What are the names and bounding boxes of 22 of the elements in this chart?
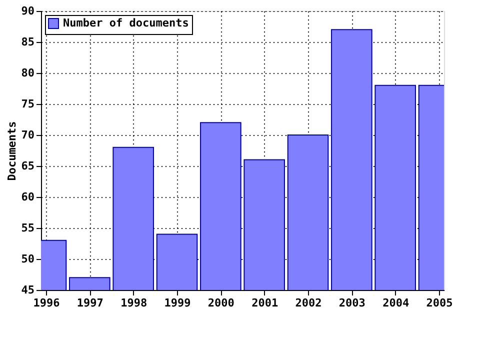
y-tick-label: 80 xyxy=(21,66,34,80)
y-tick-label: 70 xyxy=(21,128,34,142)
y-tick-label: 55 xyxy=(21,222,34,234)
x-tick-label: 2001 xyxy=(252,296,278,310)
y-axis-title: Documents xyxy=(5,121,18,181)
x-tick-label: 1999 xyxy=(164,296,191,310)
x-tick-label: 1998 xyxy=(120,296,148,310)
x-tick-label: 2005 xyxy=(426,296,453,310)
x-tick-label: 2004 xyxy=(382,296,410,310)
x-tick-label: 1996 xyxy=(33,296,60,310)
x-tick-label: 2000 xyxy=(208,296,234,310)
y-tick-label: 85 xyxy=(21,36,34,48)
y-tick-label: 75 xyxy=(21,98,34,110)
y-tick-label: 50 xyxy=(21,252,34,266)
y-tick-label: 90 xyxy=(21,4,34,18)
y-tick-label: 45 xyxy=(21,284,34,296)
x-tick-label: 2002 xyxy=(295,296,322,310)
y-tick-label: 65 xyxy=(21,160,34,172)
x-tick-label: 2003 xyxy=(338,296,366,310)
y-tick-label: 60 xyxy=(21,190,34,204)
legend-label: Number of documents xyxy=(63,16,189,30)
x-tick-label: 1997 xyxy=(76,296,104,310)
